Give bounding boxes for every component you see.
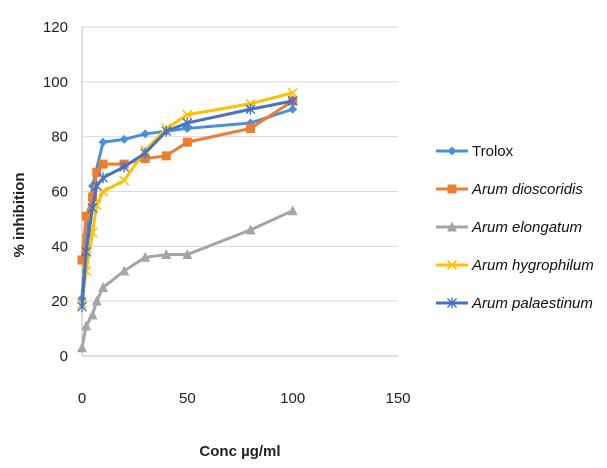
data-point-marker — [77, 342, 87, 353]
y-tick-label: 60 — [51, 184, 68, 201]
data-point-marker — [119, 265, 130, 276]
data-point-marker — [140, 251, 151, 262]
data-point-marker — [91, 295, 102, 306]
series-arum-palaestinum — [77, 95, 298, 313]
legend: Trolox Arum dioscoridis Arum elongatum Arum… — [436, 143, 594, 312]
data-point-marker — [447, 221, 457, 232]
marker-stroke — [287, 87, 298, 98]
y-tick-label: 100 — [43, 74, 68, 91]
data-point-marker — [182, 117, 193, 129]
data-point-marker — [287, 95, 298, 107]
legend-label: Arum hygrophilum — [471, 257, 594, 274]
y-axis-title: % inhibition — [11, 173, 28, 258]
data-point-marker — [87, 202, 98, 214]
legend-item: Arum elongatum — [436, 219, 582, 236]
legend-item: Arum palaestinum — [436, 295, 593, 312]
data-point-marker — [88, 192, 98, 202]
x-tick-label: 150 — [385, 390, 410, 407]
data-point-marker — [92, 167, 102, 177]
data-point-marker — [245, 103, 256, 115]
data-point-marker — [287, 87, 298, 98]
data-point-marker — [161, 151, 171, 161]
legend-label: Trolox — [472, 143, 514, 160]
marker-stroke — [119, 175, 130, 186]
x-tick-label: 100 — [280, 390, 305, 407]
data-point-marker — [119, 161, 130, 173]
legend-item: Arum hygrophilum — [436, 257, 594, 274]
data-point-marker — [98, 172, 109, 184]
x-tick-labels: 0 50 100 150 — [78, 390, 411, 407]
data-point-marker — [77, 301, 87, 313]
data-point-marker — [81, 320, 92, 331]
data-point-marker — [98, 137, 108, 147]
data-point-marker — [98, 159, 108, 169]
legend-item: Trolox — [436, 143, 514, 160]
data-point-marker — [161, 125, 172, 137]
series-line — [80, 209, 295, 350]
y-tick-label: 80 — [51, 129, 68, 146]
y-tick-label: 0 — [60, 348, 68, 365]
data-point-marker — [446, 259, 458, 271]
data-point-marker — [287, 205, 298, 216]
series-arum-elongatum — [77, 205, 298, 353]
data-point-marker — [182, 109, 193, 120]
data-point-marker — [119, 175, 130, 186]
data-point-marker — [77, 255, 87, 265]
series-group — [76, 87, 298, 353]
y-tick-label: 120 — [43, 19, 68, 36]
series-trolox — [77, 104, 298, 303]
data-point-marker — [98, 281, 109, 292]
legend-label: Arum dioscoridis — [471, 181, 583, 198]
marker-stroke — [182, 109, 193, 120]
data-point-marker — [161, 249, 172, 260]
data-point-marker — [447, 146, 457, 156]
marker-stroke — [98, 186, 109, 197]
data-point-marker — [245, 224, 256, 235]
marker-stroke — [446, 259, 458, 271]
y-tick-labels: 0 20 40 60 80 100 120 — [43, 19, 68, 365]
data-point-marker — [447, 184, 457, 194]
data-point-marker — [288, 104, 298, 114]
legend-item: Arum dioscoridis — [436, 181, 583, 198]
data-point-marker — [81, 246, 92, 258]
data-point-marker — [140, 147, 151, 159]
data-point-marker — [246, 123, 256, 133]
x-tick-label: 0 — [78, 390, 86, 407]
data-point-marker — [91, 180, 102, 192]
data-point-marker — [447, 297, 457, 309]
data-point-marker — [87, 309, 98, 320]
data-point-marker — [119, 134, 129, 144]
data-point-marker — [182, 249, 193, 260]
series-line — [80, 107, 295, 300]
data-point-marker — [81, 211, 91, 221]
data-point-marker — [140, 129, 150, 139]
y-tick-label: 40 — [51, 238, 68, 255]
data-point-marker — [182, 137, 192, 147]
legend-label: Arum elongatum — [471, 219, 582, 236]
y-tick-label: 20 — [51, 293, 68, 310]
x-axis-title: Conc µg/ml — [199, 443, 280, 460]
legend-label: Arum palaestinum — [471, 295, 593, 312]
x-tick-label: 50 — [179, 390, 196, 407]
